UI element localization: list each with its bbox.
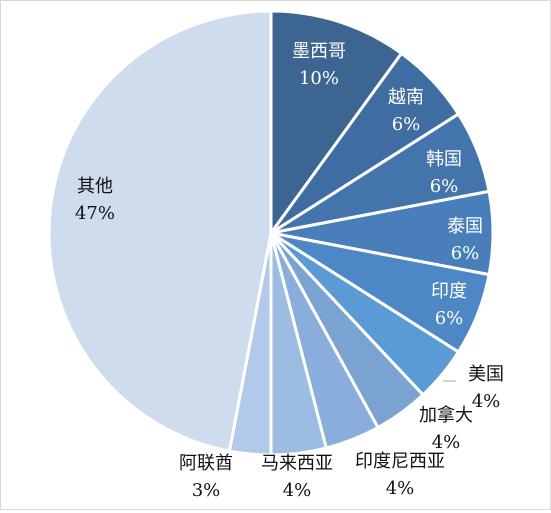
slice-value-label: 4% <box>432 432 461 453</box>
slice-category-label: 墨西哥 <box>292 41 346 62</box>
pie-slice-1 <box>269 9 403 235</box>
slice-value-label: 4% <box>386 478 415 499</box>
slice-category-label: 加拿大 <box>419 404 473 426</box>
pie-slices <box>47 9 495 457</box>
slice-value-label: 4% <box>472 391 501 412</box>
slice-category-label: 其他 <box>77 176 113 197</box>
slice-value-label: 4% <box>283 480 312 501</box>
slice-value-label: 47% <box>75 203 115 224</box>
slice-category-label: 越南 <box>388 87 424 108</box>
slice-value-label: 10% <box>299 68 339 89</box>
slice-value-label: 6% <box>430 176 459 197</box>
slice-labels: 墨西哥10%越南6%韩国6%泰国6%印度6%美国4%加拿大4%印度尼西亚4%马来… <box>75 41 504 501</box>
pie-slice-11 <box>47 9 273 453</box>
slice-category-label: 泰国 <box>447 216 483 237</box>
slice-value-label: 6% <box>392 114 421 135</box>
slice-value-label: 3% <box>192 480 221 501</box>
slice-value-label: 6% <box>451 243 480 264</box>
slice-value-label: 6% <box>435 308 464 329</box>
slice-category-label: 阿联酋 <box>179 453 233 474</box>
slice-category-label: 美国 <box>468 364 504 385</box>
slice-category-label: 马来西亚 <box>261 453 333 474</box>
slice-category-label: 印度 <box>431 281 467 302</box>
slice-category-label: 印度尼西亚 <box>355 451 445 472</box>
slice-category-label: 韩国 <box>426 149 462 170</box>
